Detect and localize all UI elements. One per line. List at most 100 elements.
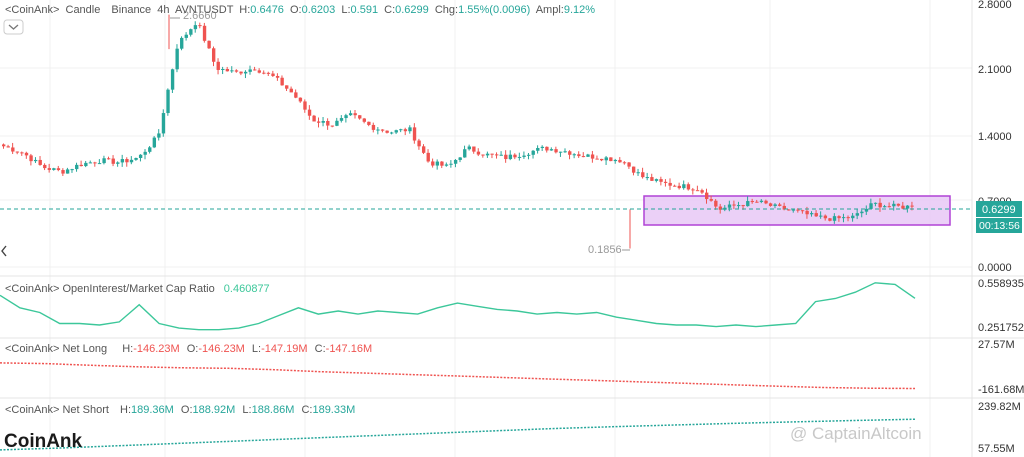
oi-value: 0.460877 <box>224 283 270 295</box>
candle-body <box>490 153 494 155</box>
candle-body <box>883 206 887 208</box>
net-short-axis-top: 239.82M <box>978 401 1021 413</box>
candle-body <box>718 206 723 210</box>
header-chg-value: 1.55%(0.0096) <box>458 4 530 16</box>
candle-body <box>412 127 417 141</box>
candle-body <box>495 154 499 156</box>
header-o-value: 0.6203 <box>302 4 336 16</box>
candle-body <box>20 152 24 154</box>
candle-body <box>6 146 10 148</box>
candle-body <box>33 159 38 162</box>
header-h-value: 0.6476 <box>250 4 284 16</box>
candle-body <box>682 184 686 189</box>
candle-body <box>399 129 403 131</box>
net-long-c-value: -147.16M <box>326 343 372 355</box>
candle-body <box>472 146 476 152</box>
candle-body <box>540 146 545 149</box>
candle-body <box>755 201 759 203</box>
net-long-axis-top: 27.57M <box>978 339 1015 351</box>
scroll-left-icon[interactable] <box>1 245 7 257</box>
candle-body <box>129 159 134 163</box>
candle-body <box>102 158 106 164</box>
candle-body <box>613 159 618 162</box>
candle-body <box>695 190 700 192</box>
candle-body <box>892 203 896 207</box>
candle-body <box>714 200 718 207</box>
collapse-toggle-button[interactable] <box>3 19 24 35</box>
candle-body <box>905 205 910 209</box>
candle-body <box>805 210 809 215</box>
current-price-label-box <box>976 201 1022 217</box>
candle-body <box>47 168 52 170</box>
net-short-line <box>0 418 916 451</box>
candle-body <box>864 208 869 212</box>
candle-body <box>211 48 216 62</box>
candle-body <box>663 181 668 183</box>
countdown-label: 00:13:56 <box>979 220 1020 232</box>
candle-body <box>746 201 750 207</box>
header-l-value: 0.591 <box>351 4 379 16</box>
net-long-o-value: -146.23M <box>198 343 244 355</box>
candle-body <box>221 69 225 71</box>
candle-body <box>887 206 891 208</box>
candle-body <box>24 152 29 156</box>
candle-body <box>517 156 522 158</box>
net-short-h-value: 189.36M <box>131 404 174 416</box>
header-ampl-value: 9.12% <box>564 4 595 16</box>
candle-body <box>358 115 362 119</box>
header-chg-label: Chg: <box>435 4 458 16</box>
candle-body <box>408 127 412 132</box>
header-exchange: Binance <box>111 4 151 16</box>
candle-body <box>627 162 631 167</box>
candle-body <box>61 170 65 174</box>
candle-body <box>52 168 56 170</box>
price-tick: 2.8000 <box>978 0 1012 11</box>
candle-body <box>257 70 262 73</box>
current-price-label: 0.6299 <box>982 204 1016 216</box>
candle-body <box>800 210 805 212</box>
candle-body <box>11 147 15 152</box>
candle-body <box>768 203 773 206</box>
net-short-l-label: L: <box>242 404 251 416</box>
candle-body <box>193 25 198 30</box>
candle-body <box>303 101 307 110</box>
candle-body <box>116 162 120 164</box>
candle-body <box>814 213 818 217</box>
net-short-o-label: O: <box>181 404 193 416</box>
candle-body <box>481 154 485 156</box>
low-annotation: 0.1856 <box>588 244 622 256</box>
candle-body <box>70 169 74 171</box>
candle-body <box>298 97 303 102</box>
candle-body <box>234 70 239 72</box>
candle-body <box>645 177 650 179</box>
candle-body <box>79 164 83 167</box>
candle-body <box>367 121 371 125</box>
candle-body <box>732 204 736 206</box>
candle-body <box>29 155 33 162</box>
candle-body <box>590 154 595 159</box>
candle-body <box>38 159 42 165</box>
candle-body <box>600 158 604 161</box>
candle-body <box>307 109 312 116</box>
net-long-panel-title: <CoinAnk> Net Long H:-146.23M O:-146.23M… <box>5 343 372 355</box>
candle-body <box>440 161 444 166</box>
candle-body <box>266 72 271 74</box>
price-tick: 2.1000 <box>978 64 1012 76</box>
candle-body <box>138 154 143 158</box>
candle-body <box>106 158 111 160</box>
oi-axis-top: 0.558935 <box>978 278 1024 290</box>
candle-body <box>271 73 275 76</box>
candle-body <box>536 148 540 151</box>
candle-body <box>787 209 791 211</box>
candle-body <box>750 201 755 203</box>
countdown-label-box <box>976 218 1022 233</box>
candle-body <box>595 158 599 160</box>
candle-body <box>810 213 814 215</box>
candle-body <box>558 151 563 153</box>
candle-body <box>56 168 61 171</box>
candle-body <box>504 154 508 160</box>
candle-body <box>449 163 453 165</box>
chart-header: <CoinAnk> Candle Binance 4h AVNTUSDT H:0… <box>5 4 595 16</box>
candle-body <box>170 69 175 90</box>
